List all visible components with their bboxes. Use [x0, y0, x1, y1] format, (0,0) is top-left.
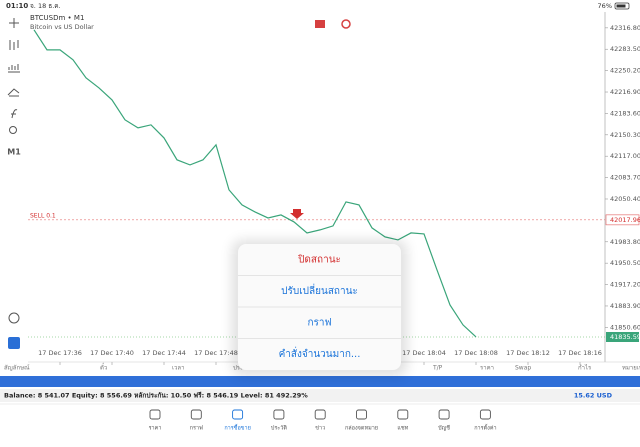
x-tick-label: 17 Dec 17:40 — [90, 349, 134, 357]
y-tick-label: 42150.30 — [610, 131, 640, 139]
menu-item[interactable]: ปรับเปลี่ยนสถานะ — [281, 283, 358, 297]
sell-price-label: 42017.96 — [610, 216, 640, 224]
nav-icon[interactable] — [314, 409, 326, 420]
y-tick-label: 42083.70 — [610, 174, 640, 182]
nav-label[interactable]: กล่องจดหมาย — [345, 426, 378, 432]
nav-label[interactable]: ข่าว — [315, 426, 325, 432]
x-tick-label: 17 Dec 18:08 — [454, 349, 498, 357]
nav-label[interactable]: กราฟ — [190, 425, 203, 432]
y-tick-label: 41950.50 — [610, 259, 640, 267]
y-tick-label: 41917.20 — [610, 281, 640, 289]
x-tick-label: 17 Dec 18:12 — [506, 349, 550, 357]
chart-title: BTCUSDm • M1 — [30, 14, 84, 22]
function-tool[interactable] — [11, 109, 18, 119]
column-header: เวลา — [172, 365, 184, 372]
crosshair-tool[interactable] — [9, 18, 19, 28]
menu-item[interactable]: คำสั่งจำนวนมาก... — [279, 346, 361, 360]
column-header: T/P — [432, 365, 443, 372]
indicator-tool[interactable] — [9, 40, 19, 50]
nav-icon[interactable] — [397, 409, 409, 420]
x-tick-label: 17 Dec 18:04 — [402, 349, 446, 357]
app-icon[interactable] — [8, 337, 20, 349]
nav-icon[interactable] — [232, 409, 244, 420]
zoom-tool[interactable] — [8, 312, 20, 324]
sell-level-label: SELL 0.1 — [30, 212, 56, 219]
nav-label[interactable]: การตั้งค่า — [474, 424, 496, 432]
sell-price-box — [605, 214, 640, 226]
current-price-box — [606, 331, 639, 342]
y-tick-label: 42283.50 — [610, 45, 640, 53]
y-tick-label: 42250.20 — [610, 67, 640, 75]
account-bar — [0, 389, 640, 402]
account-summary: Balance: 8 541.07 Equity: 8 556.69 หลักป… — [4, 392, 308, 400]
y-tick-label: 41883.90 — [610, 302, 640, 310]
column-header: สัญลักษณ์ — [4, 364, 30, 372]
x-tick-label: 17 Dec 18:16 — [558, 349, 602, 357]
x-tick-label: 17 Dec 17:44 — [142, 349, 186, 357]
floating-profit: 15.62 USD — [574, 392, 613, 400]
current-price-label: 41835.59 — [610, 333, 640, 341]
trade-button[interactable] — [315, 20, 325, 28]
date: จ. 18 ธ.ค. — [30, 2, 61, 10]
oneclick-button[interactable] — [341, 19, 351, 29]
y-tick-label: 41983.80 — [610, 238, 640, 246]
column-header: Swap — [515, 365, 531, 372]
nav-label[interactable]: ประวัติ — [271, 425, 287, 432]
column-header: ราคา — [480, 365, 494, 372]
battery-level: 76% — [598, 2, 612, 10]
battery-fill — [616, 4, 626, 8]
y-tick-label: 41850.60 — [610, 323, 640, 331]
menu-item[interactable]: ปิดสถานะ — [297, 255, 340, 266]
y-tick-label: 42117.00 — [610, 152, 640, 160]
toolbar — [7, 18, 20, 324]
clock: 01:10 — [6, 2, 28, 10]
position-row-bg[interactable] — [0, 376, 640, 387]
column-header: กำไร — [578, 364, 592, 372]
x-tick-label: 17 Dec 17:48 — [194, 349, 238, 357]
column-header: ตั๋ว — [100, 362, 107, 371]
y-tick-label: 42216.90 — [610, 88, 640, 96]
nav-icon[interactable] — [190, 409, 202, 420]
nav-icon[interactable] — [479, 409, 491, 420]
sell-arrow — [290, 209, 304, 219]
nav-label[interactable]: บัญชี — [438, 425, 450, 432]
battery-icon — [614, 2, 630, 10]
y-tick-label: 42050.40 — [610, 195, 640, 203]
nav-icon[interactable] — [438, 409, 450, 420]
column-header: หมายเหตุ — [622, 365, 640, 372]
chart-type-tool[interactable] — [8, 64, 20, 73]
y-tick-label: 42183.60 — [610, 109, 640, 117]
shapes-tool[interactable] — [9, 126, 17, 134]
price-line — [33, 29, 477, 338]
timeframe[interactable]: M1 — [7, 148, 21, 157]
nav-label[interactable]: ราคา — [149, 426, 162, 432]
y-tick-label: 42316.80 — [610, 24, 640, 32]
nav-icon[interactable] — [149, 409, 161, 420]
menu-item[interactable]: กราฟ — [307, 318, 331, 329]
nav-icon[interactable] — [356, 409, 367, 420]
nav-icon[interactable] — [273, 409, 285, 420]
chart-subtitle: Bitcoin vs US Dollar — [30, 23, 94, 31]
nav-label[interactable]: การซื้อขาย — [224, 424, 250, 432]
x-tick-label: 17 Dec 17:36 — [38, 349, 82, 357]
nav-label[interactable]: แชท — [397, 425, 408, 432]
objects-tool[interactable] — [7, 88, 20, 97]
